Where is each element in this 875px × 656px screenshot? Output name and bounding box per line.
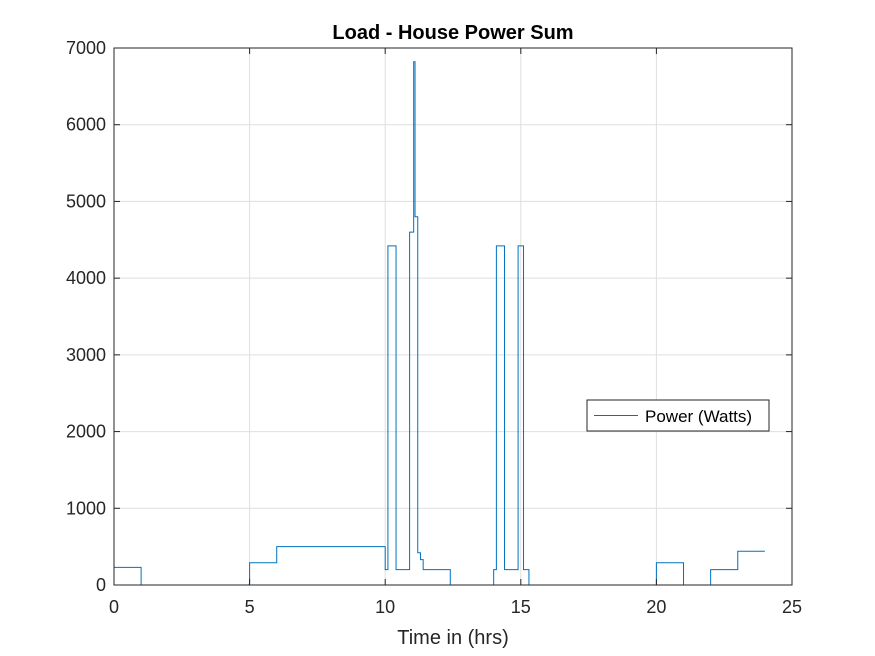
axes-box <box>113 47 793 586</box>
x-tick-label: 25 <box>782 597 802 617</box>
axes-background <box>114 48 792 585</box>
chart-title: Load - House Power Sum <box>332 22 573 44</box>
y-tick-label: 7000 <box>66 38 106 58</box>
x-axis-label: Time in (hrs) <box>397 627 508 649</box>
y-tick-label: 5000 <box>66 191 106 211</box>
tick-marks <box>113 47 793 586</box>
x-tick-label: 0 <box>109 597 119 617</box>
y-tick-label: 3000 <box>66 345 106 365</box>
legend: Power (Watts) <box>586 399 770 432</box>
y-tick-labels: 0 1000 2000 3000 4000 5000 6000 7000 <box>66 38 106 595</box>
y-tick-label: 4000 <box>66 268 106 288</box>
legend-label-power: Power (Watts) <box>645 407 752 426</box>
x-tick-label: 15 <box>511 597 531 617</box>
x-tick-label: 10 <box>375 597 395 617</box>
y-tick-label: 2000 <box>66 422 106 442</box>
x-tick-label: 5 <box>245 597 255 617</box>
x-tick-label: 20 <box>646 597 666 617</box>
y-tick-label: 0 <box>96 575 106 595</box>
x-tick-labels: 0 5 10 15 20 25 <box>109 597 802 617</box>
plot-area <box>113 47 793 586</box>
y-tick-label: 1000 <box>66 498 106 518</box>
y-tick-label: 6000 <box>66 115 106 135</box>
